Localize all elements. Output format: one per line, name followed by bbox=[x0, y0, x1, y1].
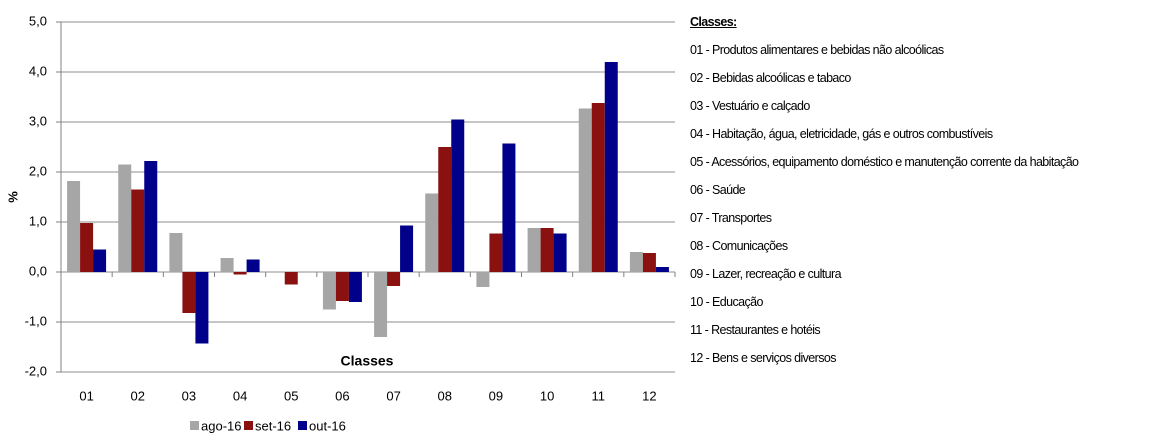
y-tick-label: 4,0 bbox=[29, 63, 47, 78]
bar bbox=[67, 181, 81, 272]
bar bbox=[451, 119, 465, 272]
y-tick-label: -1,0 bbox=[25, 313, 47, 328]
bar bbox=[527, 228, 541, 272]
class-legend-item: 04 - Habitação, água, eletricidade, gás … bbox=[690, 127, 993, 141]
class-legend-item: 03 - Vestuário e calçado bbox=[690, 99, 810, 113]
bar bbox=[182, 272, 196, 313]
x-tick-label: 04 bbox=[233, 388, 247, 403]
x-tick-label: 08 bbox=[438, 388, 452, 403]
bar bbox=[322, 272, 336, 310]
class-legend-item: 09 - Lazer, recreação e cultura bbox=[690, 267, 842, 281]
x-tick-label: 07 bbox=[386, 388, 400, 403]
class-legend-item: 10 - Educação bbox=[690, 295, 763, 309]
bar bbox=[335, 272, 349, 301]
legend-label: out-16 bbox=[309, 418, 346, 433]
bar bbox=[604, 62, 618, 272]
bar bbox=[80, 223, 94, 272]
x-axis-label: Classes bbox=[341, 353, 394, 369]
class-legend-item: 01 - Produtos alimentares e bebidas não … bbox=[690, 43, 944, 57]
bar bbox=[93, 249, 107, 272]
bar bbox=[629, 252, 643, 272]
class-legend-item: 12 - Bens e serviços diversos bbox=[690, 351, 836, 365]
y-tick-label: 2,0 bbox=[29, 163, 47, 178]
bar bbox=[400, 225, 414, 272]
y-axis-label: % bbox=[5, 191, 20, 203]
y-tick-label: 1,0 bbox=[29, 213, 47, 228]
bar bbox=[284, 272, 298, 285]
bar bbox=[220, 258, 234, 272]
x-tick-label: 09 bbox=[489, 388, 503, 403]
legend-swatch bbox=[244, 421, 253, 430]
bar bbox=[591, 103, 605, 272]
class-legend: Classes: 01 - Produtos alimentares e beb… bbox=[690, 8, 1168, 372]
bar bbox=[476, 272, 490, 287]
bar bbox=[195, 272, 209, 344]
bar bbox=[553, 233, 567, 272]
bar bbox=[489, 233, 503, 272]
class-legend-item: 02 - Bebidas alcoólicas e tabaco bbox=[690, 71, 851, 85]
bar bbox=[438, 147, 452, 272]
class-legend-item: 11 - Restaurantes e hotéis bbox=[690, 323, 821, 337]
legend-swatch bbox=[190, 421, 199, 430]
bar bbox=[540, 228, 554, 272]
bar bbox=[233, 272, 247, 275]
bar bbox=[169, 233, 183, 272]
bar bbox=[425, 193, 439, 272]
bar bbox=[144, 161, 158, 272]
x-tick-label: 01 bbox=[79, 388, 93, 403]
y-tick-label: -2,0 bbox=[25, 363, 47, 378]
y-tick-label: 3,0 bbox=[29, 113, 47, 128]
x-tick-label: 11 bbox=[592, 388, 606, 403]
bar bbox=[131, 189, 145, 272]
bar bbox=[642, 253, 656, 272]
x-tick-label: 12 bbox=[642, 388, 656, 403]
x-tick-label: 02 bbox=[131, 388, 145, 403]
class-legend-item: 08 - Comunicações bbox=[690, 239, 788, 253]
y-tick-label: 5,0 bbox=[29, 13, 47, 28]
x-tick-label: 06 bbox=[335, 388, 349, 403]
x-tick-label: 03 bbox=[182, 388, 196, 403]
chart: % Classes -2,0 -1,0 0,0 1,0 2,0 3,0 4,0 5,0 01 02… bbox=[5, 13, 676, 433]
legend-label: set-16 bbox=[255, 418, 291, 433]
x-tick-label: 10 bbox=[540, 388, 554, 403]
class-legend-item: 06 - Saúde bbox=[690, 183, 746, 197]
bar bbox=[118, 164, 132, 272]
bar bbox=[578, 108, 592, 272]
legend-swatch bbox=[298, 421, 307, 430]
legend-label: ago-16 bbox=[201, 418, 241, 433]
bar bbox=[348, 272, 362, 302]
class-legend-item: 07 - Transportes bbox=[690, 211, 772, 225]
bar bbox=[387, 272, 401, 286]
bar bbox=[246, 259, 260, 272]
bar bbox=[374, 272, 388, 337]
y-tick-label: 0,0 bbox=[29, 263, 47, 278]
class-legend-title: Classes: bbox=[690, 15, 737, 29]
class-legend-item: 05 - Acessórios, equipamento doméstico e… bbox=[690, 155, 1079, 169]
x-tick-label: 05 bbox=[284, 388, 298, 403]
bar bbox=[502, 143, 516, 272]
bar bbox=[655, 267, 669, 272]
